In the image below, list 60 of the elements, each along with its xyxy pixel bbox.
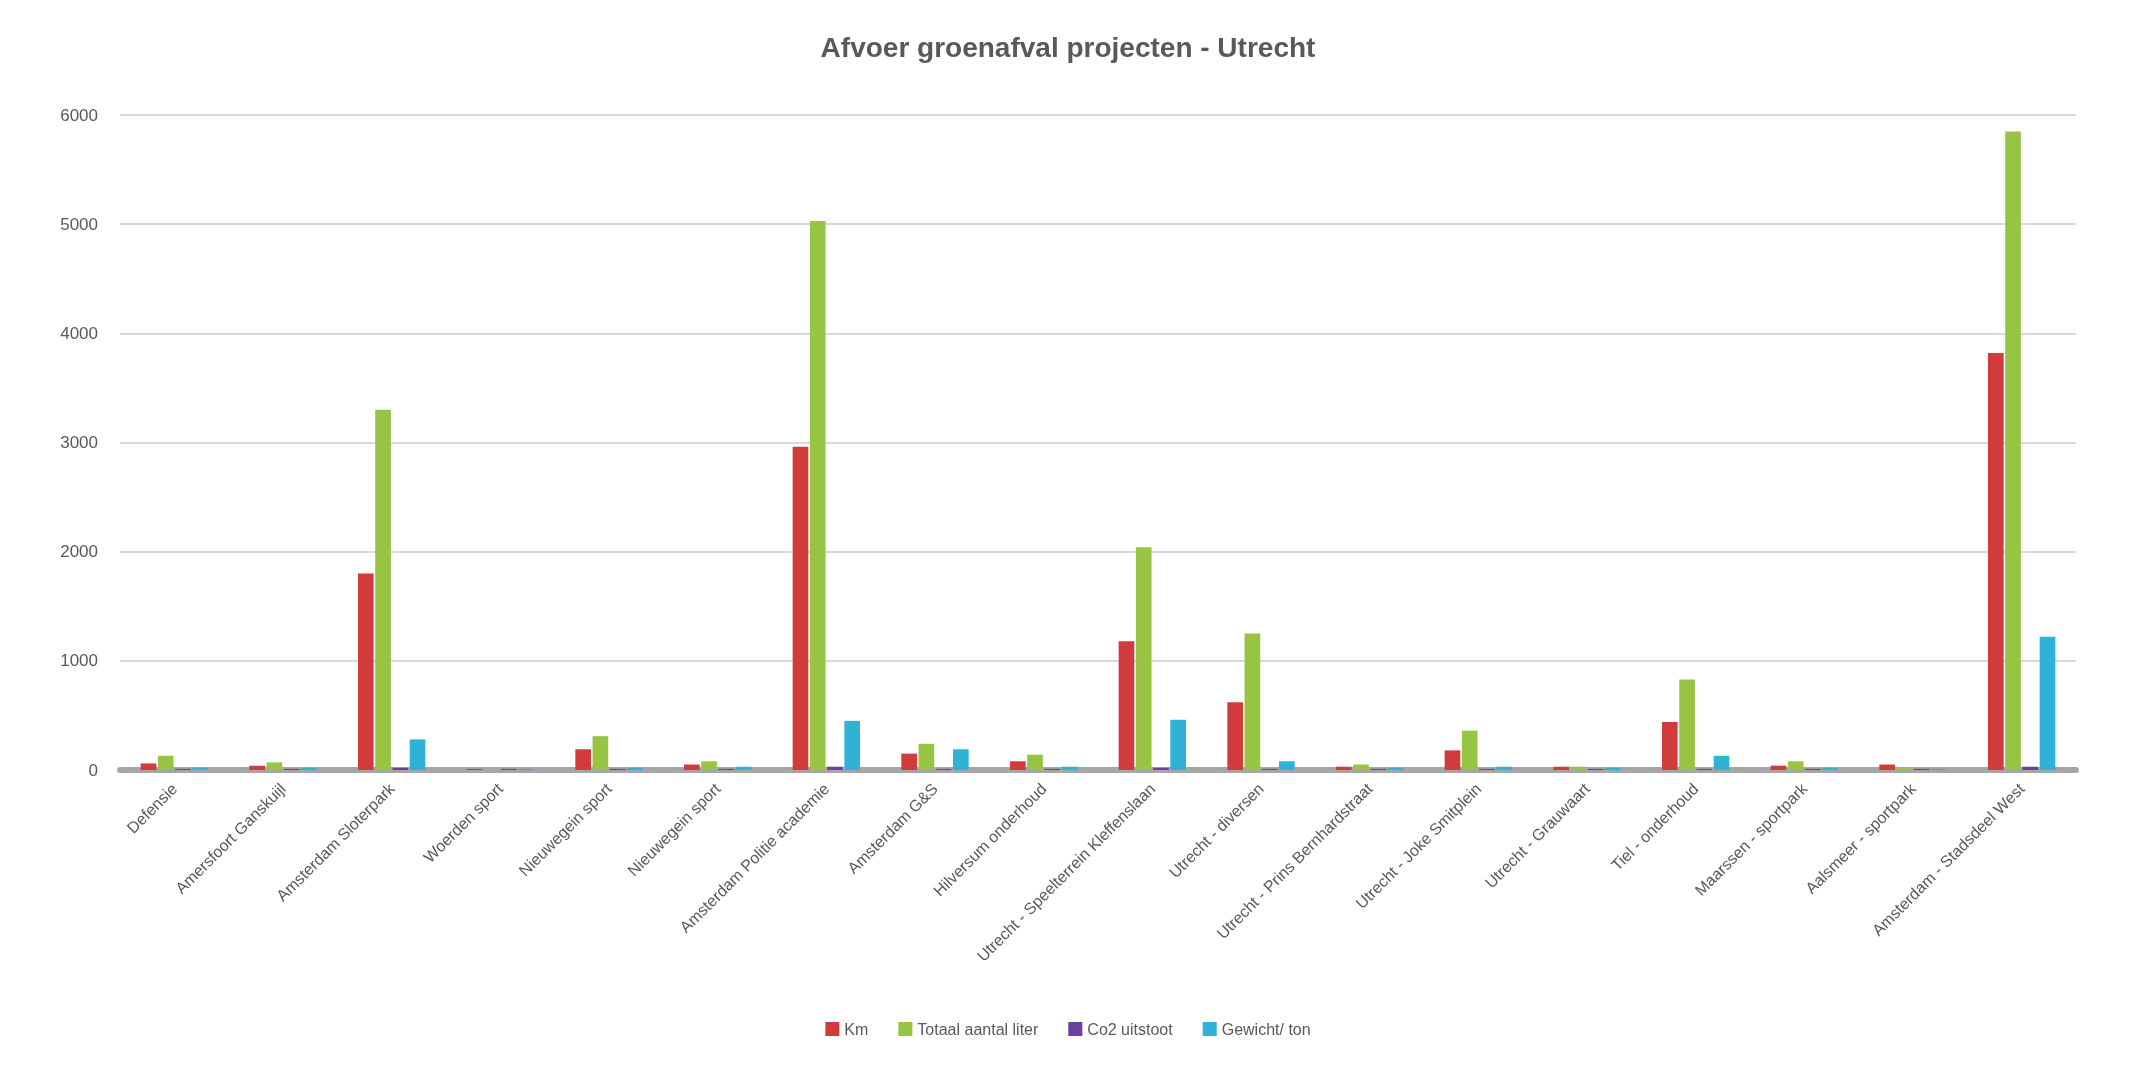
bar (1879, 764, 1895, 770)
bar (575, 749, 591, 770)
legend-label: Co2 uitstoot (1087, 1020, 1174, 1038)
y-tick-label: 5000 (60, 214, 98, 234)
bar (1227, 702, 1243, 770)
bar (792, 446, 809, 770)
y-tick-label: 3000 (60, 433, 98, 452)
y-tick-label: 2000 (60, 542, 98, 562)
bar (844, 720, 861, 770)
bar (1461, 730, 1478, 770)
bar (1279, 761, 1295, 770)
legend-label: Totaal aantal liter (917, 1020, 1039, 1038)
bar (627, 767, 643, 770)
bar (1553, 766, 1569, 770)
bar (1444, 750, 1461, 770)
bar (1679, 679, 1695, 770)
y-tick-label: 1000 (60, 651, 98, 671)
bar (2039, 636, 2056, 770)
bar (683, 764, 700, 770)
bar (1335, 766, 1352, 770)
bar (1605, 767, 1621, 770)
bar (592, 736, 609, 770)
bar (1713, 755, 1730, 770)
bar (1027, 754, 1043, 770)
bar (409, 739, 426, 770)
bar (249, 765, 265, 770)
bar (1118, 641, 1135, 770)
bar (392, 767, 409, 770)
bar (918, 743, 935, 770)
bar (827, 766, 843, 770)
bar (1244, 633, 1261, 770)
bar (1135, 547, 1152, 770)
bar (1170, 719, 1187, 770)
bar (809, 220, 826, 770)
bar (192, 767, 209, 770)
bar (1787, 761, 1804, 770)
bar (1822, 767, 1839, 770)
bar (2022, 766, 2039, 770)
bar (901, 753, 917, 770)
legend-label: Km (844, 1020, 869, 1038)
bar (1496, 766, 1513, 770)
bar (1353, 764, 1369, 770)
bar (701, 761, 717, 770)
bar (1987, 352, 2004, 770)
y-tick-label: 6000 (60, 105, 98, 125)
chart-title: Afvoer groenafval projecten - Utrecht (820, 31, 1316, 63)
legend-label: Gewicht/ ton (1221, 1020, 1311, 1038)
bar (1153, 767, 1169, 770)
bar (140, 763, 157, 770)
bar (266, 762, 283, 770)
y-tick-label: 0 (88, 760, 98, 780)
bar (1661, 721, 1678, 770)
bar (1009, 761, 1026, 770)
y-tick-label: 4000 (60, 323, 98, 343)
bar (301, 767, 317, 770)
bar (953, 749, 969, 770)
bar (357, 573, 374, 770)
bar (375, 409, 391, 770)
bar (157, 755, 174, 770)
bar (2005, 131, 2021, 770)
